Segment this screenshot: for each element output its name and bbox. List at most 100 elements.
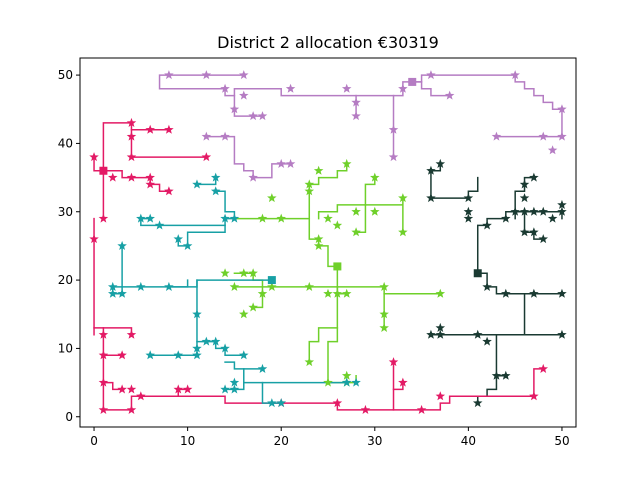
site-point-3-8 (126, 172, 137, 182)
site-point-1-29 (482, 336, 492, 346)
site-point-3-14 (98, 329, 109, 339)
site-point-1-3 (463, 193, 474, 203)
x-tick-label: 10 (180, 434, 195, 448)
site-point-3-5 (164, 124, 174, 134)
site-point-3-3 (126, 152, 137, 162)
site-point-4-16 (192, 309, 202, 319)
site-point-3-28 (388, 357, 399, 367)
y-tick-label: 50 (58, 68, 73, 82)
site-point-0-13 (557, 104, 567, 114)
site-point-2-9 (351, 206, 361, 216)
site-point-4-1 (192, 179, 202, 189)
site-point-0-21 (248, 111, 258, 121)
chart-title: District 2 allocation €30319 (217, 33, 439, 52)
site-point-4-6 (145, 213, 155, 223)
site-point-3-17 (126, 329, 137, 339)
site-point-3-32 (529, 391, 539, 401)
site-point-1-30 (557, 329, 567, 339)
route-segment-2-2 (317, 204, 367, 233)
site-point-4-12 (108, 288, 118, 298)
route-segment-1-4 (476, 334, 498, 404)
site-point-2-5 (257, 213, 268, 223)
site-point-2-23 (248, 302, 258, 312)
site-point-0-20 (229, 104, 240, 114)
site-point-2-35 (341, 370, 352, 380)
route-segment-1-8 (514, 176, 535, 220)
route-segment-0-3 (411, 81, 451, 97)
site-point-1-15 (519, 193, 530, 203)
site-point-4-14 (136, 281, 146, 291)
site-point-3-16 (117, 350, 127, 360)
site-point-3-13 (89, 234, 99, 244)
route-segment-4-9 (196, 176, 217, 186)
site-point-1-7 (501, 213, 511, 223)
site-point-4-21 (201, 336, 212, 346)
site-point-0-12 (510, 70, 520, 80)
site-point-4-5 (136, 213, 146, 223)
site-point-4-18 (192, 350, 202, 360)
site-point-4-26 (229, 377, 240, 387)
site-point-0-8 (351, 111, 361, 121)
site-point-1-28 (472, 329, 483, 339)
route-segment-0-2 (411, 74, 563, 138)
site-point-2-1 (313, 165, 324, 175)
x-tick-label: 30 (367, 434, 382, 448)
site-point-1-23 (529, 288, 539, 298)
site-point-4-11 (108, 281, 118, 291)
hub-marker-3 (99, 166, 108, 175)
site-point-2-2 (304, 179, 315, 189)
site-point-2-24 (239, 309, 249, 319)
site-point-3-29 (398, 377, 408, 387)
site-point-3-22 (126, 404, 137, 414)
site-point-1-18 (519, 227, 530, 237)
site-point-2-6 (276, 213, 286, 223)
site-point-2-31 (379, 322, 389, 332)
site-point-3-21 (98, 404, 109, 414)
y-tick-label: 0 (65, 410, 73, 424)
site-point-1-4 (463, 206, 474, 216)
site-point-1-16 (519, 179, 530, 189)
site-point-2-26 (323, 288, 333, 298)
site-point-2-34 (323, 377, 333, 387)
site-point-0-7 (351, 97, 361, 107)
site-point-3-24 (173, 384, 184, 394)
site-point-1-33 (472, 398, 483, 408)
site-point-4-29 (267, 398, 277, 408)
site-point-4-19 (145, 350, 155, 360)
site-point-1-9 (519, 206, 530, 216)
site-point-1-24 (557, 288, 567, 298)
hub-marker-1 (473, 269, 482, 278)
site-point-0-23 (201, 131, 212, 141)
site-point-3-0 (89, 152, 99, 162)
site-point-2-7 (323, 213, 333, 223)
site-point-2-28 (332, 288, 343, 298)
plot-frame (79, 57, 577, 428)
x-tick-label: 0 (90, 434, 98, 448)
site-point-2-21 (257, 288, 268, 298)
site-point-0-27 (248, 172, 258, 182)
site-point-2-22 (267, 281, 277, 291)
site-point-3-2 (126, 131, 137, 141)
y-tick-label: 30 (58, 205, 73, 219)
route-segment-4-3 (196, 340, 245, 356)
site-point-0-17 (491, 131, 502, 141)
site-point-0-3 (220, 83, 230, 93)
site-point-2-19 (248, 268, 258, 278)
site-point-3-18 (98, 377, 109, 387)
site-point-0-5 (285, 83, 296, 93)
site-point-1-19 (529, 227, 539, 237)
site-point-2-17 (220, 268, 230, 278)
route-segment-2-7 (308, 286, 339, 363)
site-point-2-27 (341, 288, 352, 298)
site-point-3-30 (416, 404, 427, 414)
site-point-1-20 (538, 234, 548, 244)
site-point-3-34 (332, 398, 343, 408)
route-segment-3-7 (102, 354, 123, 391)
site-point-1-2 (426, 193, 436, 203)
site-point-4-30 (276, 398, 286, 408)
site-point-0-14 (538, 131, 548, 141)
site-point-2-30 (379, 309, 389, 319)
site-point-4-15 (164, 281, 174, 291)
site-point-3-10 (145, 179, 155, 189)
site-point-4-17 (192, 343, 202, 353)
